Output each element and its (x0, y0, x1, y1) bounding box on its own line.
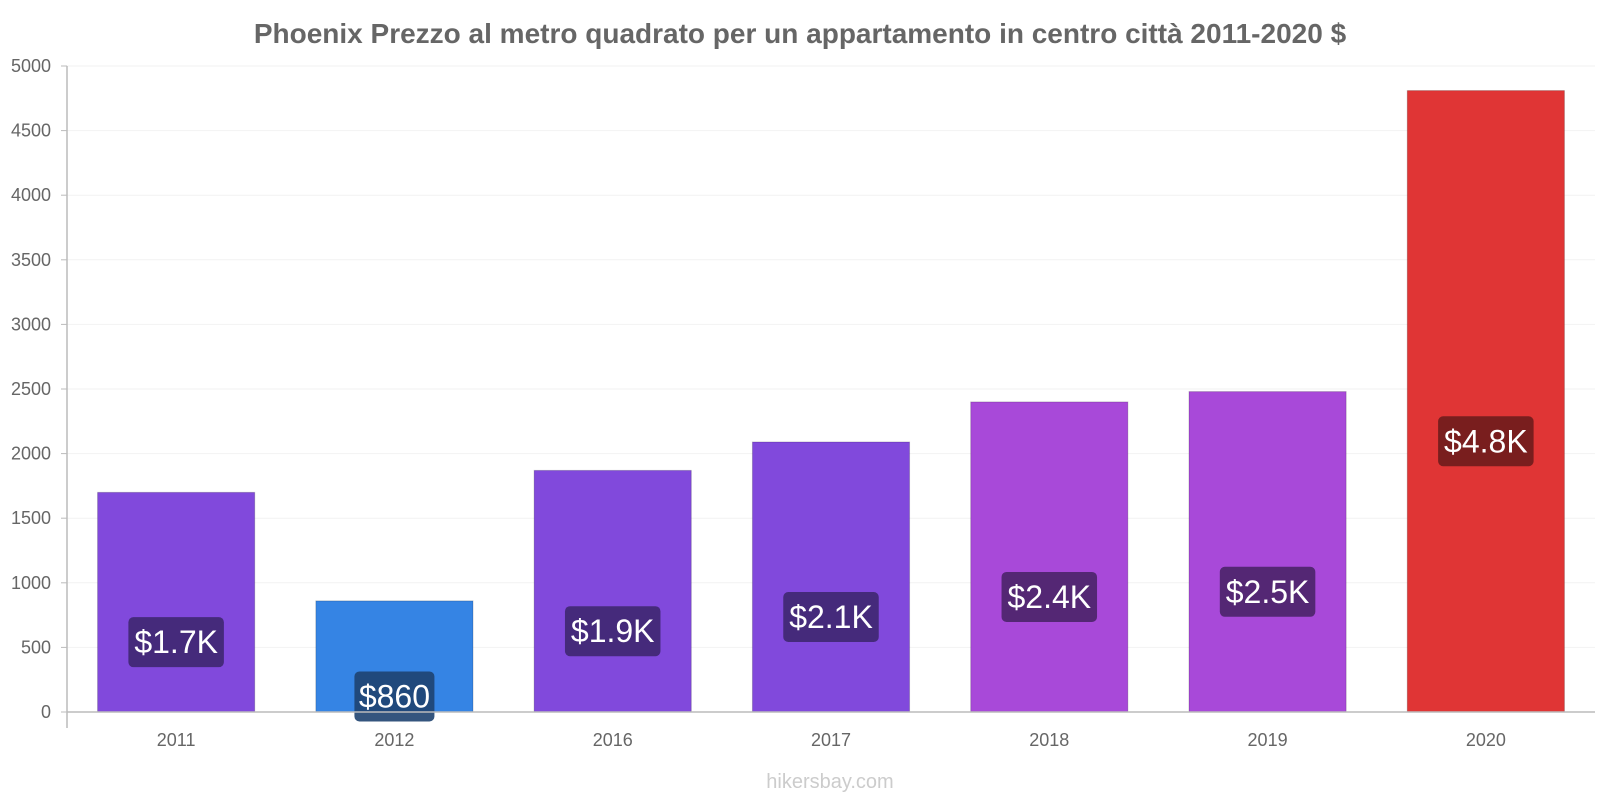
value-label-2012: $860 (359, 678, 430, 714)
y-tick-label: 1000 (11, 573, 51, 593)
value-label-bg (128, 617, 224, 668)
bar-2016 (533, 469, 692, 713)
bar-2018 (970, 401, 1129, 713)
bar-2011 (97, 491, 256, 713)
footer-credit: hikersbay.com (766, 771, 893, 793)
y-tick-label: 4500 (11, 121, 51, 141)
value-label-bg (564, 606, 661, 657)
x-tick-label-2017: 2017 (811, 730, 851, 750)
bar-2017 (751, 441, 911, 713)
value-label-2019: $2.5K (1226, 574, 1310, 610)
y-tick-label: 3500 (11, 250, 51, 270)
x-tick-label-2016: 2016 (593, 730, 633, 750)
value-label-2011: $1.7K (134, 624, 218, 660)
x-tick-label-2020: 2020 (1466, 730, 1506, 750)
value-labels: $1.7K $860 $1.9K $2.1K $2.4K $2.5K $4.8K (128, 416, 1534, 722)
x-tick-label-2019: 2019 (1248, 730, 1288, 750)
y-tick-label: 3000 (11, 314, 51, 334)
chart-title: Phoenix Prezzo al metro quadrato per un … (254, 18, 1347, 49)
bars (97, 90, 1565, 713)
y-tick-label: 0 (41, 702, 51, 722)
x-tick-label-2012: 2012 (374, 730, 414, 750)
bar-2019 (1188, 391, 1347, 713)
value-label-bg (1438, 416, 1534, 467)
x-tick-label-2018: 2018 (1029, 730, 1069, 750)
value-label-2017: $2.1K (789, 599, 873, 635)
y-tick-label: 4000 (11, 185, 51, 205)
value-label-2016: $1.9K (571, 613, 655, 649)
y-tick-label: 2000 (11, 444, 51, 464)
y-tick-label: 1500 (11, 508, 51, 528)
value-label-bg (1001, 571, 1098, 622)
x-tick-label-2011: 2011 (157, 730, 196, 750)
value-label-2018: $2.4K (1007, 579, 1091, 615)
y-tick-label: 2500 (11, 379, 51, 399)
gridlines (67, 65, 1595, 648)
bar-2020 (1406, 90, 1565, 713)
value-label-bg (783, 591, 879, 642)
y-axis-ticks: 0 500 1000 1500 2000 2500 3000 3500 4000 4500 5000 (11, 56, 67, 722)
y-tick-label: 500 (21, 637, 51, 657)
value-label-2020: $4.8K (1444, 423, 1528, 459)
value-label-bg (354, 671, 435, 722)
x-axis-ticks: 2011 2012 2016 2017 2018 2019 2020 (157, 730, 1506, 750)
y-tick-label: 5000 (11, 56, 51, 76)
value-label-bg (1219, 566, 1316, 617)
